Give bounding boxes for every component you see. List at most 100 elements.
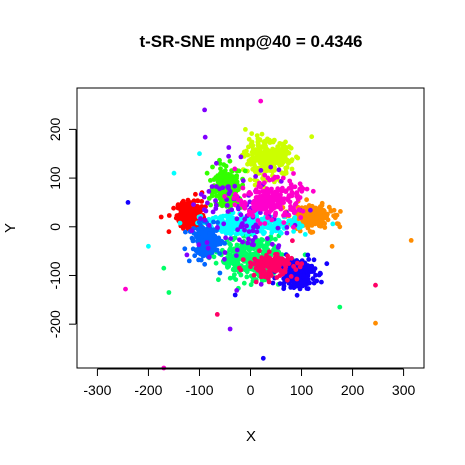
data-point: [260, 355, 266, 361]
data-point: [261, 157, 266, 163]
data-point: [256, 195, 262, 200]
data-point: [240, 223, 245, 229]
data-point: [286, 261, 292, 266]
data-point: [292, 215, 298, 220]
data-point: [217, 186, 223, 192]
data-point: [264, 241, 270, 247]
data-point: [252, 182, 258, 188]
plot-points: [123, 98, 414, 371]
data-point: [254, 153, 260, 159]
data-point: [207, 254, 212, 260]
data-point: [198, 257, 204, 263]
data-point: [208, 178, 213, 183]
data-point: [146, 243, 151, 249]
data-point: [263, 258, 269, 264]
data-point: [213, 247, 219, 253]
data-point: [262, 172, 268, 178]
data-point: [242, 227, 247, 233]
data-point: [217, 251, 223, 256]
data-point: [213, 198, 218, 204]
data-point: [251, 224, 256, 230]
data-point: [257, 147, 263, 153]
data-point: [226, 264, 232, 269]
data-point: [281, 220, 287, 226]
series-2: [239, 126, 315, 191]
data-point: [251, 246, 256, 252]
data-point: [184, 222, 190, 228]
data-point: [291, 171, 296, 176]
data-point: [222, 250, 228, 255]
data-point: [235, 231, 241, 236]
data-point: [283, 153, 288, 158]
data-point: [303, 219, 308, 224]
data-point: [203, 208, 209, 214]
data-point: [272, 260, 278, 266]
data-point: [251, 272, 257, 278]
x-tick-label: 300: [392, 382, 416, 398]
data-point: [171, 205, 177, 211]
data-point: [273, 236, 278, 242]
y-tick-label: 200: [47, 117, 63, 141]
data-point: [254, 206, 259, 212]
data-point: [316, 221, 321, 226]
data-point: [226, 229, 232, 235]
data-point: [271, 247, 276, 253]
data-point: [234, 288, 240, 293]
data-point: [263, 247, 268, 253]
data-point: [244, 274, 250, 280]
data-point: [227, 258, 232, 264]
data-point: [205, 245, 211, 251]
data-point: [317, 206, 322, 211]
data-point: [249, 143, 254, 149]
data-point: [261, 162, 266, 168]
data-point: [265, 136, 270, 142]
data-point: [272, 167, 277, 173]
data-point: [227, 158, 233, 164]
data-point: [317, 270, 323, 276]
data-point: [279, 186, 285, 192]
data-point: [278, 230, 284, 236]
data-point: [214, 193, 219, 199]
data-point: [265, 225, 271, 231]
data-point: [289, 189, 295, 195]
data-point: [266, 279, 272, 285]
data-point: [268, 204, 274, 210]
data-point: [248, 264, 253, 270]
data-point: [288, 274, 294, 279]
data-point: [219, 239, 225, 245]
data-point: [217, 196, 223, 202]
data-point: [217, 161, 223, 166]
data-point: [248, 282, 254, 288]
data-point: [260, 206, 266, 212]
y-tick-label: 100: [47, 166, 63, 190]
data-point: [265, 236, 270, 241]
data-point: [276, 255, 282, 261]
data-point: [312, 266, 318, 271]
data-point: [269, 236, 274, 242]
x-tick-label: -200: [134, 382, 162, 398]
data-point: [269, 241, 275, 247]
data-point: [204, 240, 210, 245]
data-point: [266, 249, 272, 255]
data-point: [219, 169, 224, 175]
data-point: [270, 280, 276, 286]
data-point: [272, 189, 278, 195]
data-point: [234, 247, 240, 253]
data-point: [198, 216, 203, 221]
data-point: [258, 274, 264, 280]
data-point: [272, 175, 277, 181]
data-point: [232, 183, 238, 189]
data-point: [264, 272, 270, 277]
data-point: [210, 209, 216, 215]
data-point: [279, 162, 285, 167]
data-point: [192, 253, 198, 259]
data-point: [310, 188, 316, 194]
data-point: [242, 205, 248, 211]
data-point: [271, 227, 277, 233]
data-point: [212, 233, 218, 239]
data-point: [265, 147, 270, 153]
data-point: [286, 218, 292, 224]
data-point: [253, 265, 259, 271]
data-point: [222, 194, 228, 199]
data-point: [305, 252, 311, 258]
